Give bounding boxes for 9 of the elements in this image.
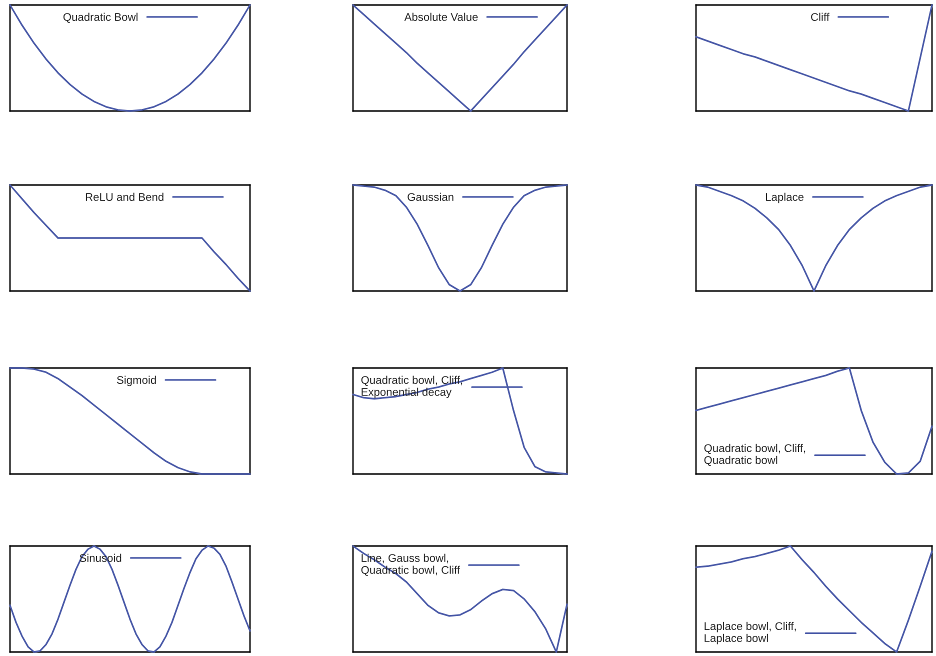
legend-label: Quadratic bowl, Cliff, Quadratic bowl (704, 444, 806, 466)
legend-label: Gaussian (408, 192, 454, 201)
legend-label: Laplace bowl, Cliff, Laplace bowl (704, 622, 796, 644)
legend-label: Absolute Value (404, 12, 478, 21)
legend-label: Laplace (766, 192, 804, 204)
legend-label: Cliff (811, 12, 830, 21)
legend-label: ReLU and Bend (86, 192, 164, 201)
legend-label: Sigmoid (116, 376, 156, 386)
legend-label: Quadratic Bowl (63, 12, 138, 23)
